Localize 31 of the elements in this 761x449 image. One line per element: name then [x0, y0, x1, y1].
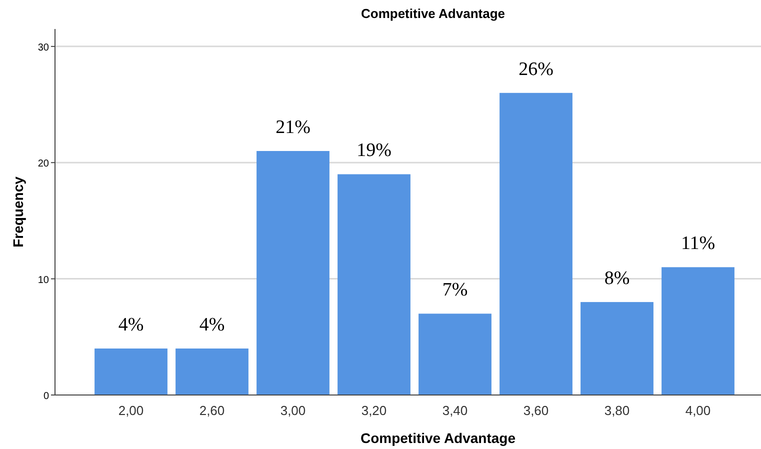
y-tick-label: 30 — [38, 42, 50, 54]
x-tick-label: 3,20 — [361, 403, 387, 418]
bar — [256, 151, 330, 395]
data-label: 11% — [680, 233, 716, 254]
data-label: 7% — [442, 280, 468, 301]
data-label: 21% — [276, 117, 311, 138]
y-tick-label: 10 — [38, 274, 50, 286]
data-label: 26% — [518, 58, 554, 80]
data-label: 4% — [199, 314, 225, 336]
x-tick-label: 3,60 — [523, 403, 549, 418]
x-tick-label: 4,00 — [685, 403, 711, 418]
x-tick-label: 2,60 — [199, 403, 225, 418]
data-label: 8% — [604, 268, 630, 290]
bar — [418, 314, 492, 395]
bar — [94, 348, 168, 395]
bar — [176, 348, 248, 395]
x-tick-label: 3,80 — [604, 403, 630, 418]
data-label: 4% — [118, 314, 144, 336]
data-label: 19% — [356, 140, 392, 162]
x-axis-title: Competitive Advantage — [360, 430, 516, 446]
x-tick-label: 3,00 — [280, 403, 306, 418]
y-axis-title: Frequency — [10, 176, 26, 248]
y-tick-label: 0 — [43, 391, 50, 402]
bar — [500, 92, 572, 395]
x-tick-label: 2,00 — [118, 403, 144, 418]
y-tick-label: 20 — [38, 158, 50, 170]
x-tick-label: 3,40 — [442, 403, 468, 418]
bar — [580, 302, 654, 395]
chart-title: Competitive Advantage — [361, 6, 505, 21]
bar — [338, 174, 410, 395]
bar — [662, 267, 734, 395]
